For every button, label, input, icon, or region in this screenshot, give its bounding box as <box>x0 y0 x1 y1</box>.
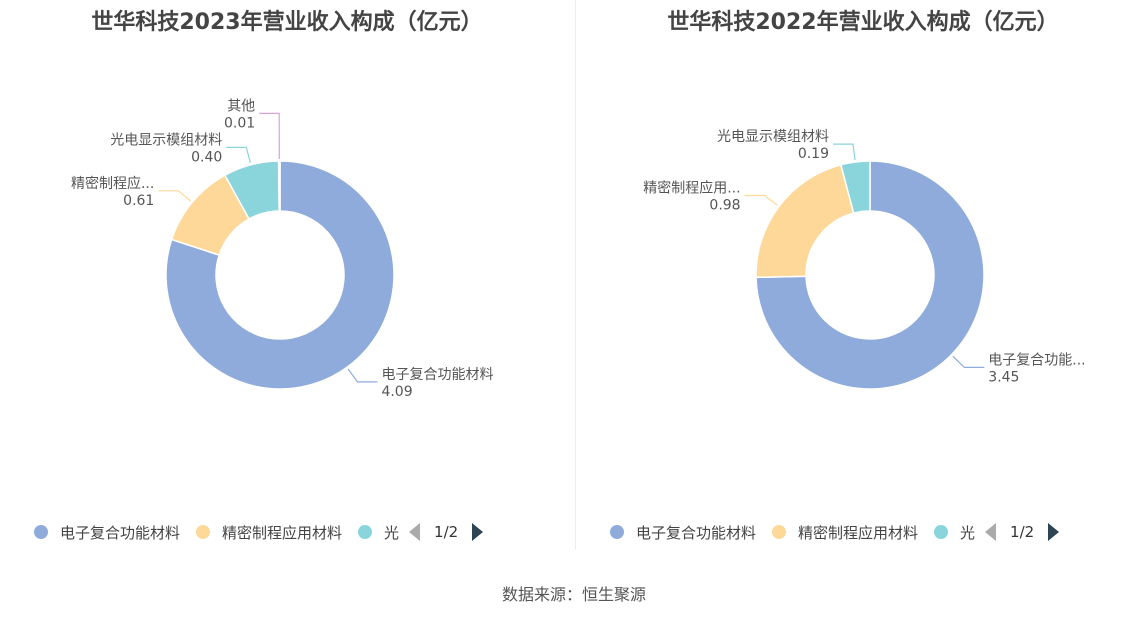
donut-slice[interactable] <box>165 160 395 390</box>
legend-marker <box>196 525 211 539</box>
next-page-icon[interactable] <box>1048 523 1060 541</box>
slice-value-label: 0.98 <box>709 198 740 214</box>
slice-value-label: 0.01 <box>224 115 255 131</box>
label-leader-line <box>347 368 378 383</box>
chart-title: 世华科技2023年营业收入构成（亿元） <box>91 10 483 35</box>
legend-item[interactable]: 精密制程应用材料 <box>772 522 918 543</box>
legend-marker <box>358 525 373 539</box>
donut-slice[interactable] <box>277 160 281 212</box>
legend-item[interactable]: 电子复合功能材料 <box>610 522 756 543</box>
page-indicator: 1/2 <box>434 523 459 541</box>
legend-label: 精密制程应用材料 <box>798 523 919 542</box>
legend-item[interactable]: 精密制程应用材料 <box>196 522 342 543</box>
chart-title: 世华科技2022年营业收入构成（亿元） <box>667 10 1059 35</box>
slice-label: 精密制程应用... <box>643 180 740 197</box>
label-leader-line <box>832 143 856 161</box>
donut-slice[interactable] <box>755 163 855 279</box>
label-leader-line <box>259 112 280 160</box>
legend-marker <box>34 525 48 539</box>
legend-label: 精密制程应用材料 <box>222 523 343 542</box>
legend: 电子复合功能材料 精密制程应用材料 光 1/2 <box>610 519 1060 545</box>
slice-value-label: 0.61 <box>123 193 154 209</box>
slice-value-label: 0.19 <box>798 146 829 162</box>
next-page-icon[interactable] <box>472 523 484 541</box>
legend-item[interactable]: 光 <box>358 522 399 543</box>
prev-page-icon[interactable] <box>409 523 421 541</box>
chart-2023: 世华科技2023年营业收入构成（亿元） 电子复合功能材料 4.09 精密制程应...… <box>0 0 574 560</box>
chart-2022: 世华科技2022年营业收入构成（亿元） 电子复合功能... 3.45 精密制程应用.… <box>576 0 1148 560</box>
legend-marker <box>772 525 787 539</box>
legend-label: 电子复合功能材料 <box>636 523 757 542</box>
label-leader-line <box>158 190 192 202</box>
slice-value-label: 0.40 <box>191 149 222 165</box>
slice-label: 电子复合功能... <box>988 351 1085 368</box>
legend-label: 电子复合功能材料 <box>60 523 181 542</box>
label-leader-line <box>952 355 985 368</box>
legend: 电子复合功能材料 精密制程应用材料 光 1/2 <box>34 519 484 545</box>
legend-item[interactable]: 光 <box>934 522 975 543</box>
panel-divider <box>575 0 576 550</box>
data-source-note: 数据来源：恒生聚源 <box>501 585 646 604</box>
label-leader-line <box>744 194 778 206</box>
donut-slice[interactable] <box>839 160 871 215</box>
slice-label: 其他 <box>227 98 255 114</box>
legend-pager: 1/2 <box>985 523 1060 541</box>
slice-label: 光电显示模组材料 <box>717 129 829 145</box>
slice-value-label: 4.09 <box>381 384 412 400</box>
legend-marker <box>934 525 949 539</box>
legend-label: 光 <box>960 523 976 542</box>
page-indicator: 1/2 <box>1010 523 1035 541</box>
legend-label: 光 <box>384 523 400 542</box>
slice-label: 电子复合功能材料 <box>381 366 493 383</box>
donut-slice[interactable] <box>755 160 985 390</box>
legend-marker <box>610 525 624 539</box>
label-leader-line <box>226 146 251 163</box>
slice-value-label: 3.45 <box>988 369 1019 385</box>
legend-pager: 1/2 <box>409 523 484 541</box>
slice-label: 精密制程应... <box>71 175 154 192</box>
legend-item[interactable]: 电子复合功能材料 <box>34 522 180 543</box>
slice-label: 光电显示模组材料 <box>110 132 222 148</box>
prev-page-icon[interactable] <box>985 523 997 541</box>
